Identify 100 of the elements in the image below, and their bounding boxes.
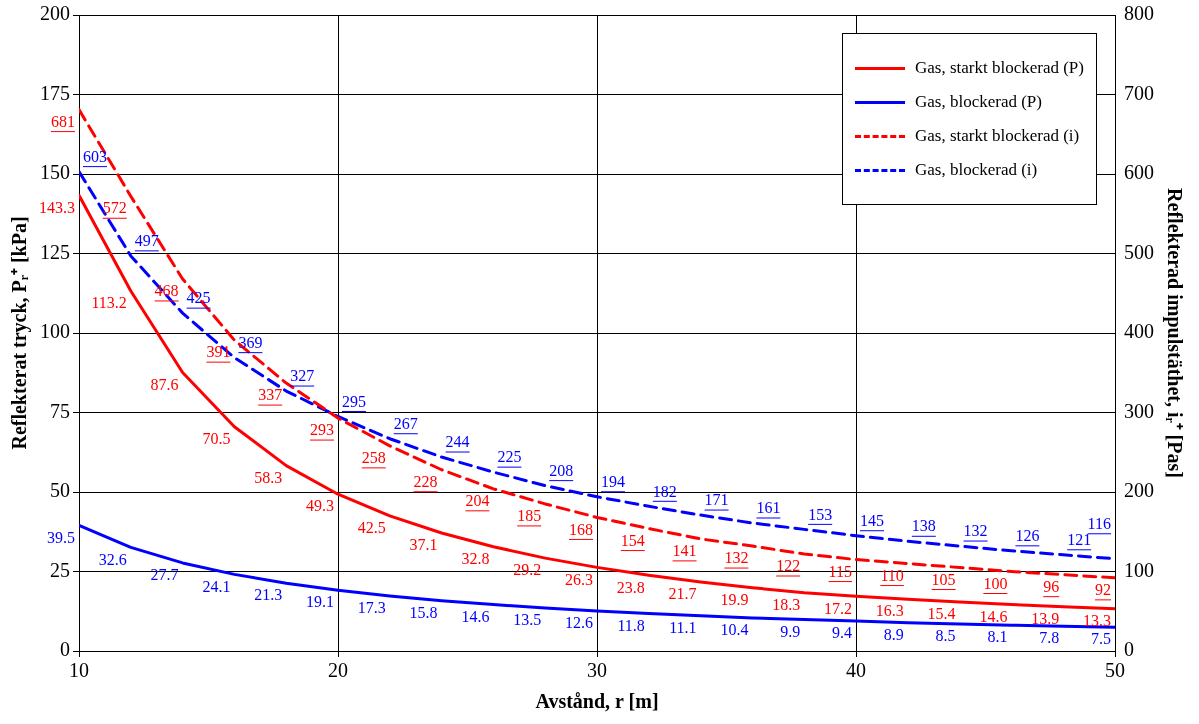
data-label: 17.3 [357, 599, 386, 617]
legend-label: Gas, starkt blockerad (i) [914, 126, 1080, 146]
data-label: 141 [672, 542, 697, 560]
data-label: 603 [83, 147, 107, 165]
data-label: 225 [497, 448, 522, 466]
data-label: 105 [931, 570, 956, 588]
data-label: 425 [186, 289, 211, 307]
data-label: 14.6 [979, 607, 1008, 625]
data-label: 121 [1067, 531, 1092, 549]
y-tick-label: 0 [60, 638, 70, 661]
data-label: 132 [963, 522, 988, 540]
data-label: 185 [517, 507, 542, 525]
y-tick-label: 150 [40, 161, 70, 184]
y-tick-label: 100 [40, 320, 70, 343]
data-label: 116 [1087, 514, 1111, 532]
y2-tick-label: 100 [1124, 558, 1154, 581]
data-label: 21.3 [254, 586, 283, 604]
y-axis-title: Reflekterat tryck, Pᵣ⁺ [kPa] [8, 216, 32, 450]
y-tick-label: 50 [50, 479, 70, 502]
legend-label: Gas, blockerad (P) [914, 92, 1042, 112]
data-label: 171 [704, 491, 729, 509]
data-label: 7.8 [1039, 629, 1060, 647]
y-tick-label: 175 [40, 81, 70, 104]
y2-tick-label: 700 [1124, 81, 1154, 104]
data-label: 154 [620, 531, 645, 549]
data-label: 161 [756, 499, 781, 517]
data-label: 293 [310, 421, 334, 439]
x-tick-label: 10 [69, 659, 89, 682]
data-label: 295 [342, 392, 366, 410]
data-label: 126 [1015, 527, 1040, 545]
data-label: 327 [290, 367, 315, 385]
data-label: 87.6 [150, 375, 179, 393]
data-label: 143.3 [39, 198, 75, 216]
data-label: 21.7 [668, 585, 697, 603]
y-tick-label: 25 [50, 558, 70, 581]
data-label: 18.3 [772, 596, 801, 614]
data-label: 19.9 [720, 590, 749, 608]
x-axis-title: Avstånd, r [m] [535, 690, 659, 713]
legend-label: Gas, blockerad (i) [914, 160, 1038, 180]
data-label: 39.5 [47, 528, 75, 546]
data-label: 7.5 [1091, 630, 1111, 648]
data-label: 258 [361, 449, 386, 467]
data-label: 37.1 [409, 536, 438, 554]
data-label: 14.6 [461, 607, 490, 625]
data-label: 100 [983, 574, 1008, 592]
x-tick-label: 50 [1105, 659, 1125, 682]
data-label: 369 [238, 333, 263, 351]
data-label: 17.2 [824, 599, 852, 617]
data-label: 70.5 [202, 430, 231, 448]
data-label: 391 [206, 343, 231, 361]
y2-tick-label: 500 [1124, 240, 1154, 263]
data-label: 132 [724, 549, 749, 567]
data-label: 11.1 [669, 618, 697, 636]
data-label: 42.5 [357, 519, 386, 537]
data-label: 19.1 [306, 593, 334, 611]
data-label: 10.4 [720, 621, 749, 639]
data-label: 113.2 [91, 294, 127, 312]
x-tick-label: 40 [846, 659, 866, 682]
data-label: 497 [134, 232, 159, 250]
data-label: 153 [808, 505, 833, 523]
y2-tick-label: 400 [1124, 320, 1154, 343]
data-label: 572 [102, 199, 127, 217]
data-label: 32.8 [461, 549, 490, 567]
data-label: 9.4 [832, 624, 852, 642]
data-label: 168 [569, 520, 593, 538]
data-label: 32.6 [98, 550, 127, 568]
data-label: 122 [776, 557, 801, 575]
data-label: 49.3 [306, 497, 334, 515]
data-label: 468 [154, 282, 179, 300]
y2-tick-label: 600 [1124, 161, 1154, 184]
y-tick-label: 125 [40, 240, 70, 263]
data-label: 110 [880, 566, 904, 584]
data-label: 194 [601, 472, 625, 490]
data-label: 204 [465, 492, 490, 510]
data-label: 267 [393, 414, 418, 432]
data-label: 13.9 [1031, 610, 1060, 627]
y2-tick-label: 200 [1124, 479, 1154, 502]
data-label: 8.1 [987, 628, 1008, 646]
y2-tick-label: 800 [1124, 2, 1154, 25]
data-label: 9.9 [780, 622, 801, 640]
data-label: 228 [413, 472, 438, 490]
data-label: 138 [911, 517, 936, 535]
data-label: 8.9 [883, 625, 904, 643]
data-label: 16.3 [875, 602, 904, 620]
legend-label: Gas, starkt blockerad (P) [914, 58, 1084, 78]
data-label: 145 [860, 511, 884, 529]
data-label: 26.3 [565, 570, 593, 588]
data-label: 92 [1095, 581, 1111, 599]
y2-axis-title: Reflekterad impulstäthet, iᵣ⁺ [Pas] [1162, 188, 1186, 478]
y-tick-label: 75 [50, 399, 70, 422]
y2-tick-label: 300 [1124, 399, 1154, 422]
data-label: 244 [445, 433, 470, 451]
data-label: 58.3 [254, 468, 283, 486]
x-tick-label: 30 [587, 659, 607, 682]
data-label: 24.1 [202, 577, 231, 595]
data-label: 96 [1043, 577, 1060, 595]
data-label: 337 [258, 386, 283, 404]
data-label: 11.8 [617, 616, 645, 634]
y-tick-label: 200 [40, 2, 70, 25]
data-label: 15.4 [927, 605, 956, 623]
